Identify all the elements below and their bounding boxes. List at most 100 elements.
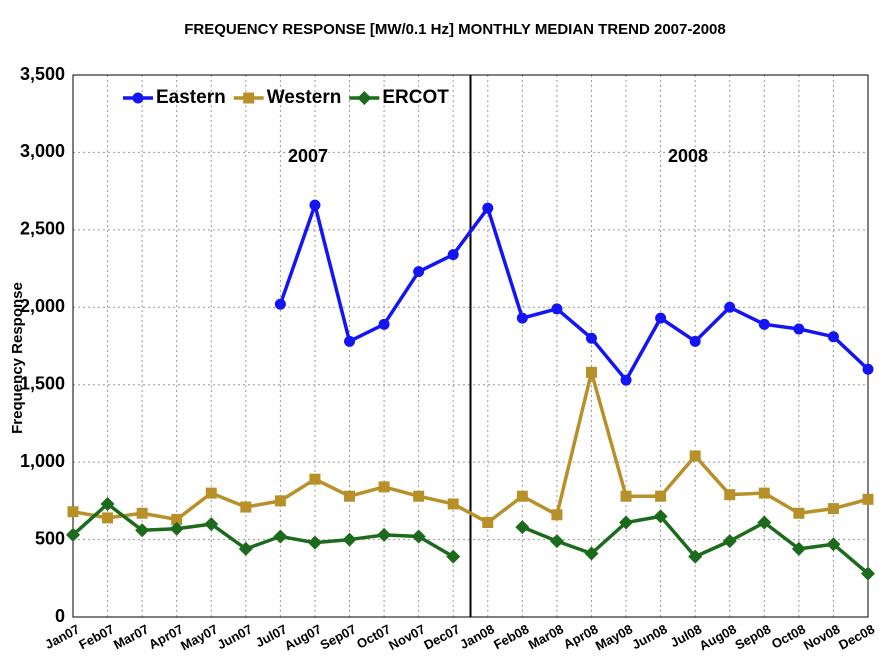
y-axis-label: Frequency Response (9, 282, 26, 434)
x-tick-label: Sep07 (318, 621, 359, 652)
x-tick-label: Feb07 (76, 621, 116, 652)
marker (551, 303, 563, 315)
marker (205, 487, 217, 499)
x-tick-label: Jun08 (629, 621, 669, 652)
y-tick-label: 1,000 (20, 451, 65, 471)
marker (100, 496, 115, 511)
chart-title: FREQUENCY RESPONSE [MW/0.1 Hz] MONTHLY M… (184, 21, 726, 38)
marker (688, 549, 703, 564)
marker (757, 515, 772, 530)
marker (861, 566, 875, 581)
marker (585, 366, 597, 378)
marker (344, 490, 356, 502)
y-tick-label: 2,500 (20, 219, 65, 239)
marker (274, 495, 286, 507)
marker (378, 481, 390, 493)
legend-label: Western (267, 87, 342, 108)
x-tick-label: Jan07 (42, 621, 82, 652)
marker (655, 490, 667, 502)
marker (619, 515, 634, 530)
annotation: 2007 (288, 146, 328, 166)
marker (344, 335, 356, 347)
marker (827, 331, 839, 343)
marker (357, 91, 372, 105)
marker (309, 473, 321, 485)
marker (378, 318, 390, 330)
x-tick-label: Dec08 (836, 621, 877, 652)
series-line (278, 203, 870, 382)
x-tick-label: May07 (178, 621, 220, 653)
marker (240, 501, 252, 513)
marker (826, 537, 841, 552)
marker (689, 335, 701, 347)
marker (136, 507, 148, 519)
marker (135, 523, 150, 538)
marker (791, 541, 806, 556)
x-tick-label: Nov07 (386, 621, 428, 653)
x-tick-label: Jun07 (215, 621, 255, 652)
x-tick-label: Mar07 (111, 621, 151, 652)
marker (862, 363, 874, 375)
marker (132, 92, 144, 104)
marker (827, 503, 839, 515)
annotation: 2008 (668, 146, 708, 166)
y-tick-label: 3,000 (20, 141, 65, 161)
marker (413, 490, 425, 502)
x-tick-label: Mar08 (526, 621, 566, 652)
marker (620, 374, 632, 386)
legend-label: Eastern (156, 87, 226, 108)
marker (342, 532, 357, 547)
marker (307, 535, 322, 550)
x-tick-label: Apr08 (561, 621, 601, 652)
marker (66, 527, 80, 542)
x-tick-label: Dec07 (421, 621, 462, 652)
y-tick-label: 3,500 (20, 64, 65, 84)
marker (724, 301, 736, 313)
marker (411, 529, 426, 544)
x-tick-label: Apr07 (146, 621, 186, 652)
marker (273, 529, 288, 544)
marker (515, 520, 530, 535)
x-tick-label: Oct08 (769, 621, 808, 651)
marker (447, 249, 459, 261)
marker (620, 490, 632, 502)
marker (724, 489, 736, 501)
x-tick-label: Oct07 (354, 621, 393, 651)
marker (447, 498, 459, 510)
x-tick-label: Aug07 (282, 621, 324, 653)
legend-label: ERCOT (382, 87, 449, 108)
marker (722, 534, 737, 549)
marker (549, 534, 564, 549)
marker (758, 487, 770, 499)
marker (204, 517, 219, 532)
marker (862, 493, 874, 505)
marker (67, 506, 79, 518)
marker (551, 509, 563, 521)
marker (243, 92, 255, 104)
marker (585, 332, 597, 344)
marker (758, 318, 770, 330)
marker (516, 312, 528, 324)
marker (482, 202, 494, 214)
y-tick-label: 500 (35, 528, 65, 548)
marker (482, 517, 494, 529)
marker (793, 323, 805, 335)
marker (653, 509, 668, 524)
x-tick-label: Feb08 (491, 621, 531, 652)
y-tick-label: 0 (55, 606, 65, 626)
x-tick-label: Aug08 (697, 621, 739, 653)
marker (584, 546, 599, 561)
y-tick-label: 2,000 (20, 296, 65, 316)
marker (309, 199, 321, 211)
marker (377, 527, 392, 542)
marker (655, 312, 667, 324)
marker (274, 298, 286, 310)
x-tick-label: Jan08 (457, 621, 497, 652)
y-tick-label: 1,500 (20, 373, 65, 393)
marker (238, 541, 253, 556)
x-tick-label: Nov08 (801, 621, 843, 653)
marker (793, 507, 805, 519)
marker (516, 490, 528, 502)
marker (171, 513, 183, 525)
series-line (72, 370, 869, 525)
